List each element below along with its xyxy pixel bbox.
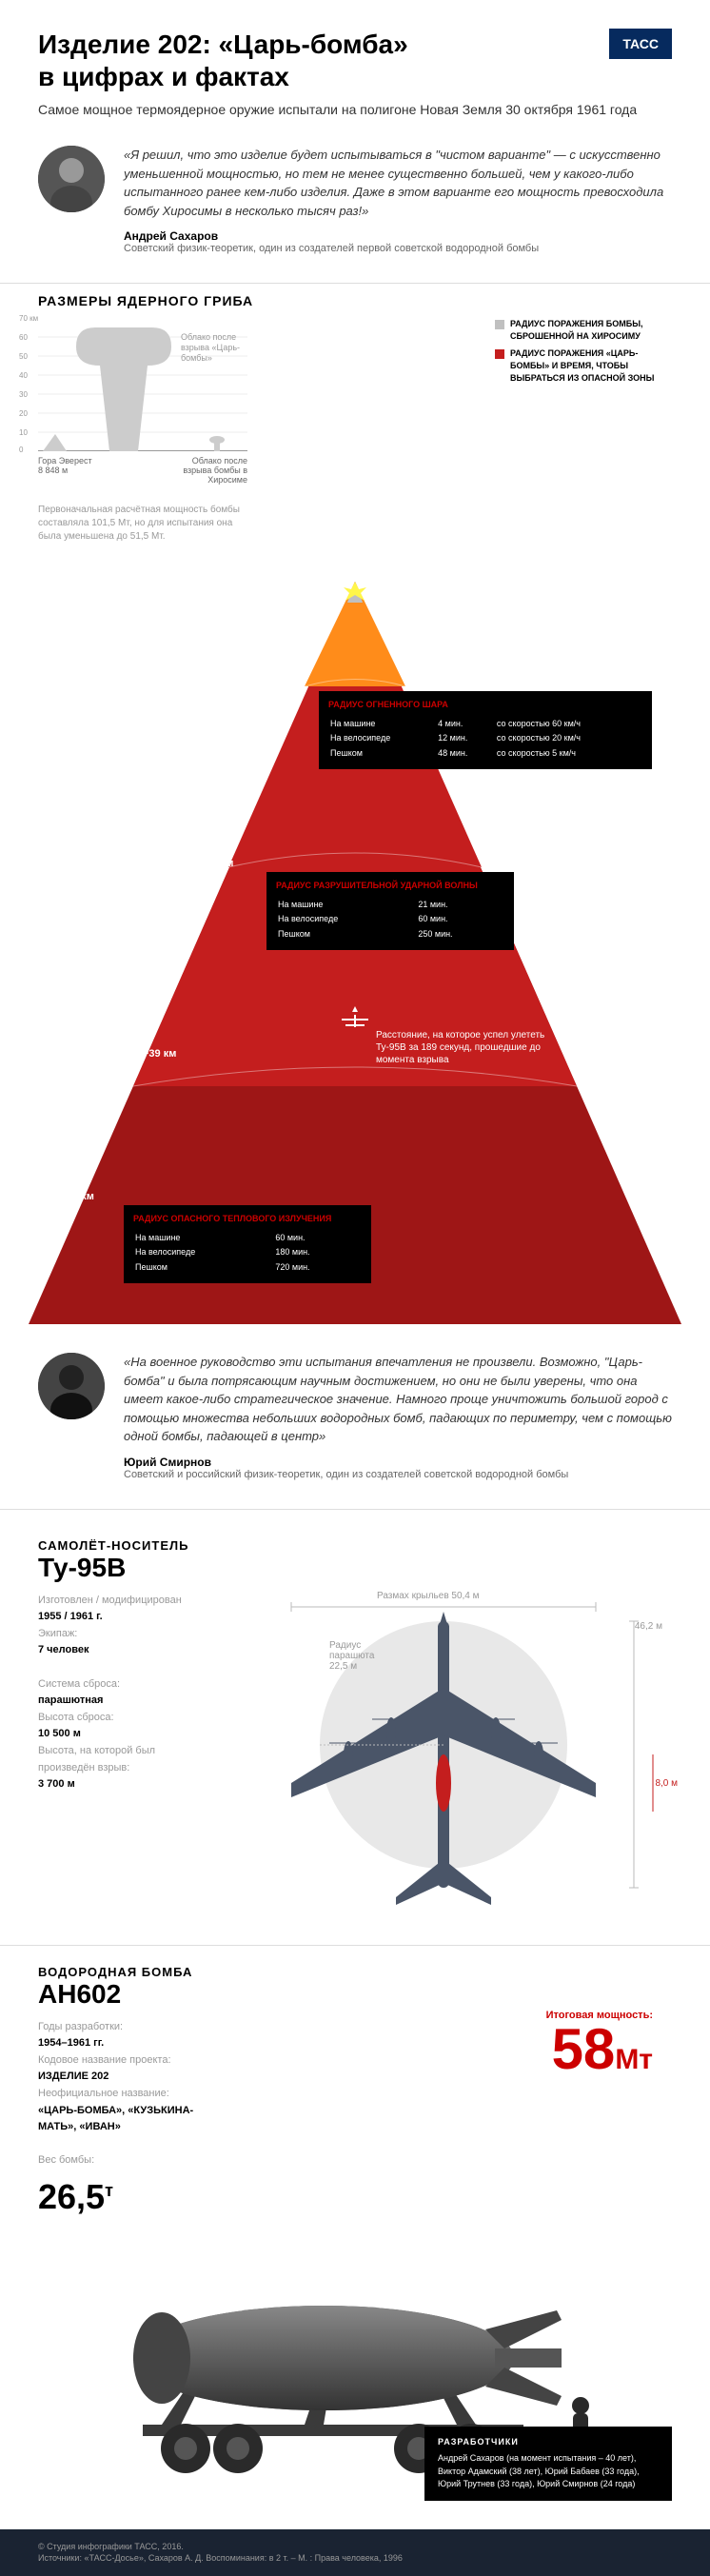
quote2-author: Юрий Смирнов [124,1456,672,1469]
quote2-text: «На военное руководство эти испытания вп… [124,1353,672,1446]
tass-logo: ТАСС [609,29,672,59]
quote1-role: Советский физик-теоретик, один из создат… [124,243,672,254]
title-line2: в цифрах и фактах [38,61,408,93]
blast-diagram: РАДИУС ПОРАЖЕНИЯ БОМБЫ, СБРОШЕННОЙ НА ХИ… [247,318,672,544]
bomb-section: ВОДОРОДНАЯ БОМБА АН602 Итоговая мощность… [0,1945,710,2529]
title-line1: Изделие 202: «Царь-бомба» [38,29,408,61]
aircraft-section: САМОЛЁТ-НОСИТЕЛЬ Ту-95В Изготовлен / мод… [0,1509,710,1945]
subtitle: Самое мощное термоядерное оружие испытал… [0,102,710,146]
power-badge: Итоговая мощность: 58Мт [546,2010,653,2078]
footer: © Студия инфографики ТАСС, 2016. Источни… [0,2529,710,2576]
quote1-author: Андрей Сахаров [124,229,672,243]
blast-cone: ~4 км РАДИУС ОГНЕННОГО ШАРА На машине4 м… [0,582,710,1324]
cloud-label: Облако после взрыва «Царь-бомбы» [181,332,247,363]
aircraft-specs: Изготовлен / модифицирован 1955 / 1961 г… [38,1593,206,1916]
mushroom-note: Первоначальная расчётная мощность бомбы … [38,504,247,544]
mushroom-chart: 70 км 60 50 40 30 20 10 0 [38,318,247,544]
avatar-sakharov [38,146,105,212]
quote1-text: «Я решил, что это изделие будет испытыва… [124,146,672,220]
developers-box: РАЗРАБОТЧИКИ Андрей Сахаров (на момент и… [424,2427,672,2501]
quote-smirnov: «На военное руководство эти испытания вп… [0,1353,710,1509]
quote2-role: Советский и российский физик-теоретик, о… [124,1469,672,1480]
quote-sakharov: «Я решил, что это изделие будет испытыва… [0,146,710,283]
bomb-illustration: РАЗРАБОТЧИКИ Андрей Сахаров (на момент и… [38,2234,672,2501]
bomb-specs: Годы разработки: 1954–1961 гг. Кодовое н… [38,2019,228,2225]
mushroom-title: РАЗМЕРЫ ЯДЕРНОГО ГРИБА [0,283,710,318]
avatar-smirnov [38,1353,105,1419]
blast-legend: РАДИУС ПОРАЖЕНИЯ БОМБЫ, СБРОШЕННОЙ НА ХИ… [495,318,672,389]
aircraft-diagram: Размах крыльев 50,4 м 46,2 м 8,0 м Радиу… [234,1593,672,1916]
